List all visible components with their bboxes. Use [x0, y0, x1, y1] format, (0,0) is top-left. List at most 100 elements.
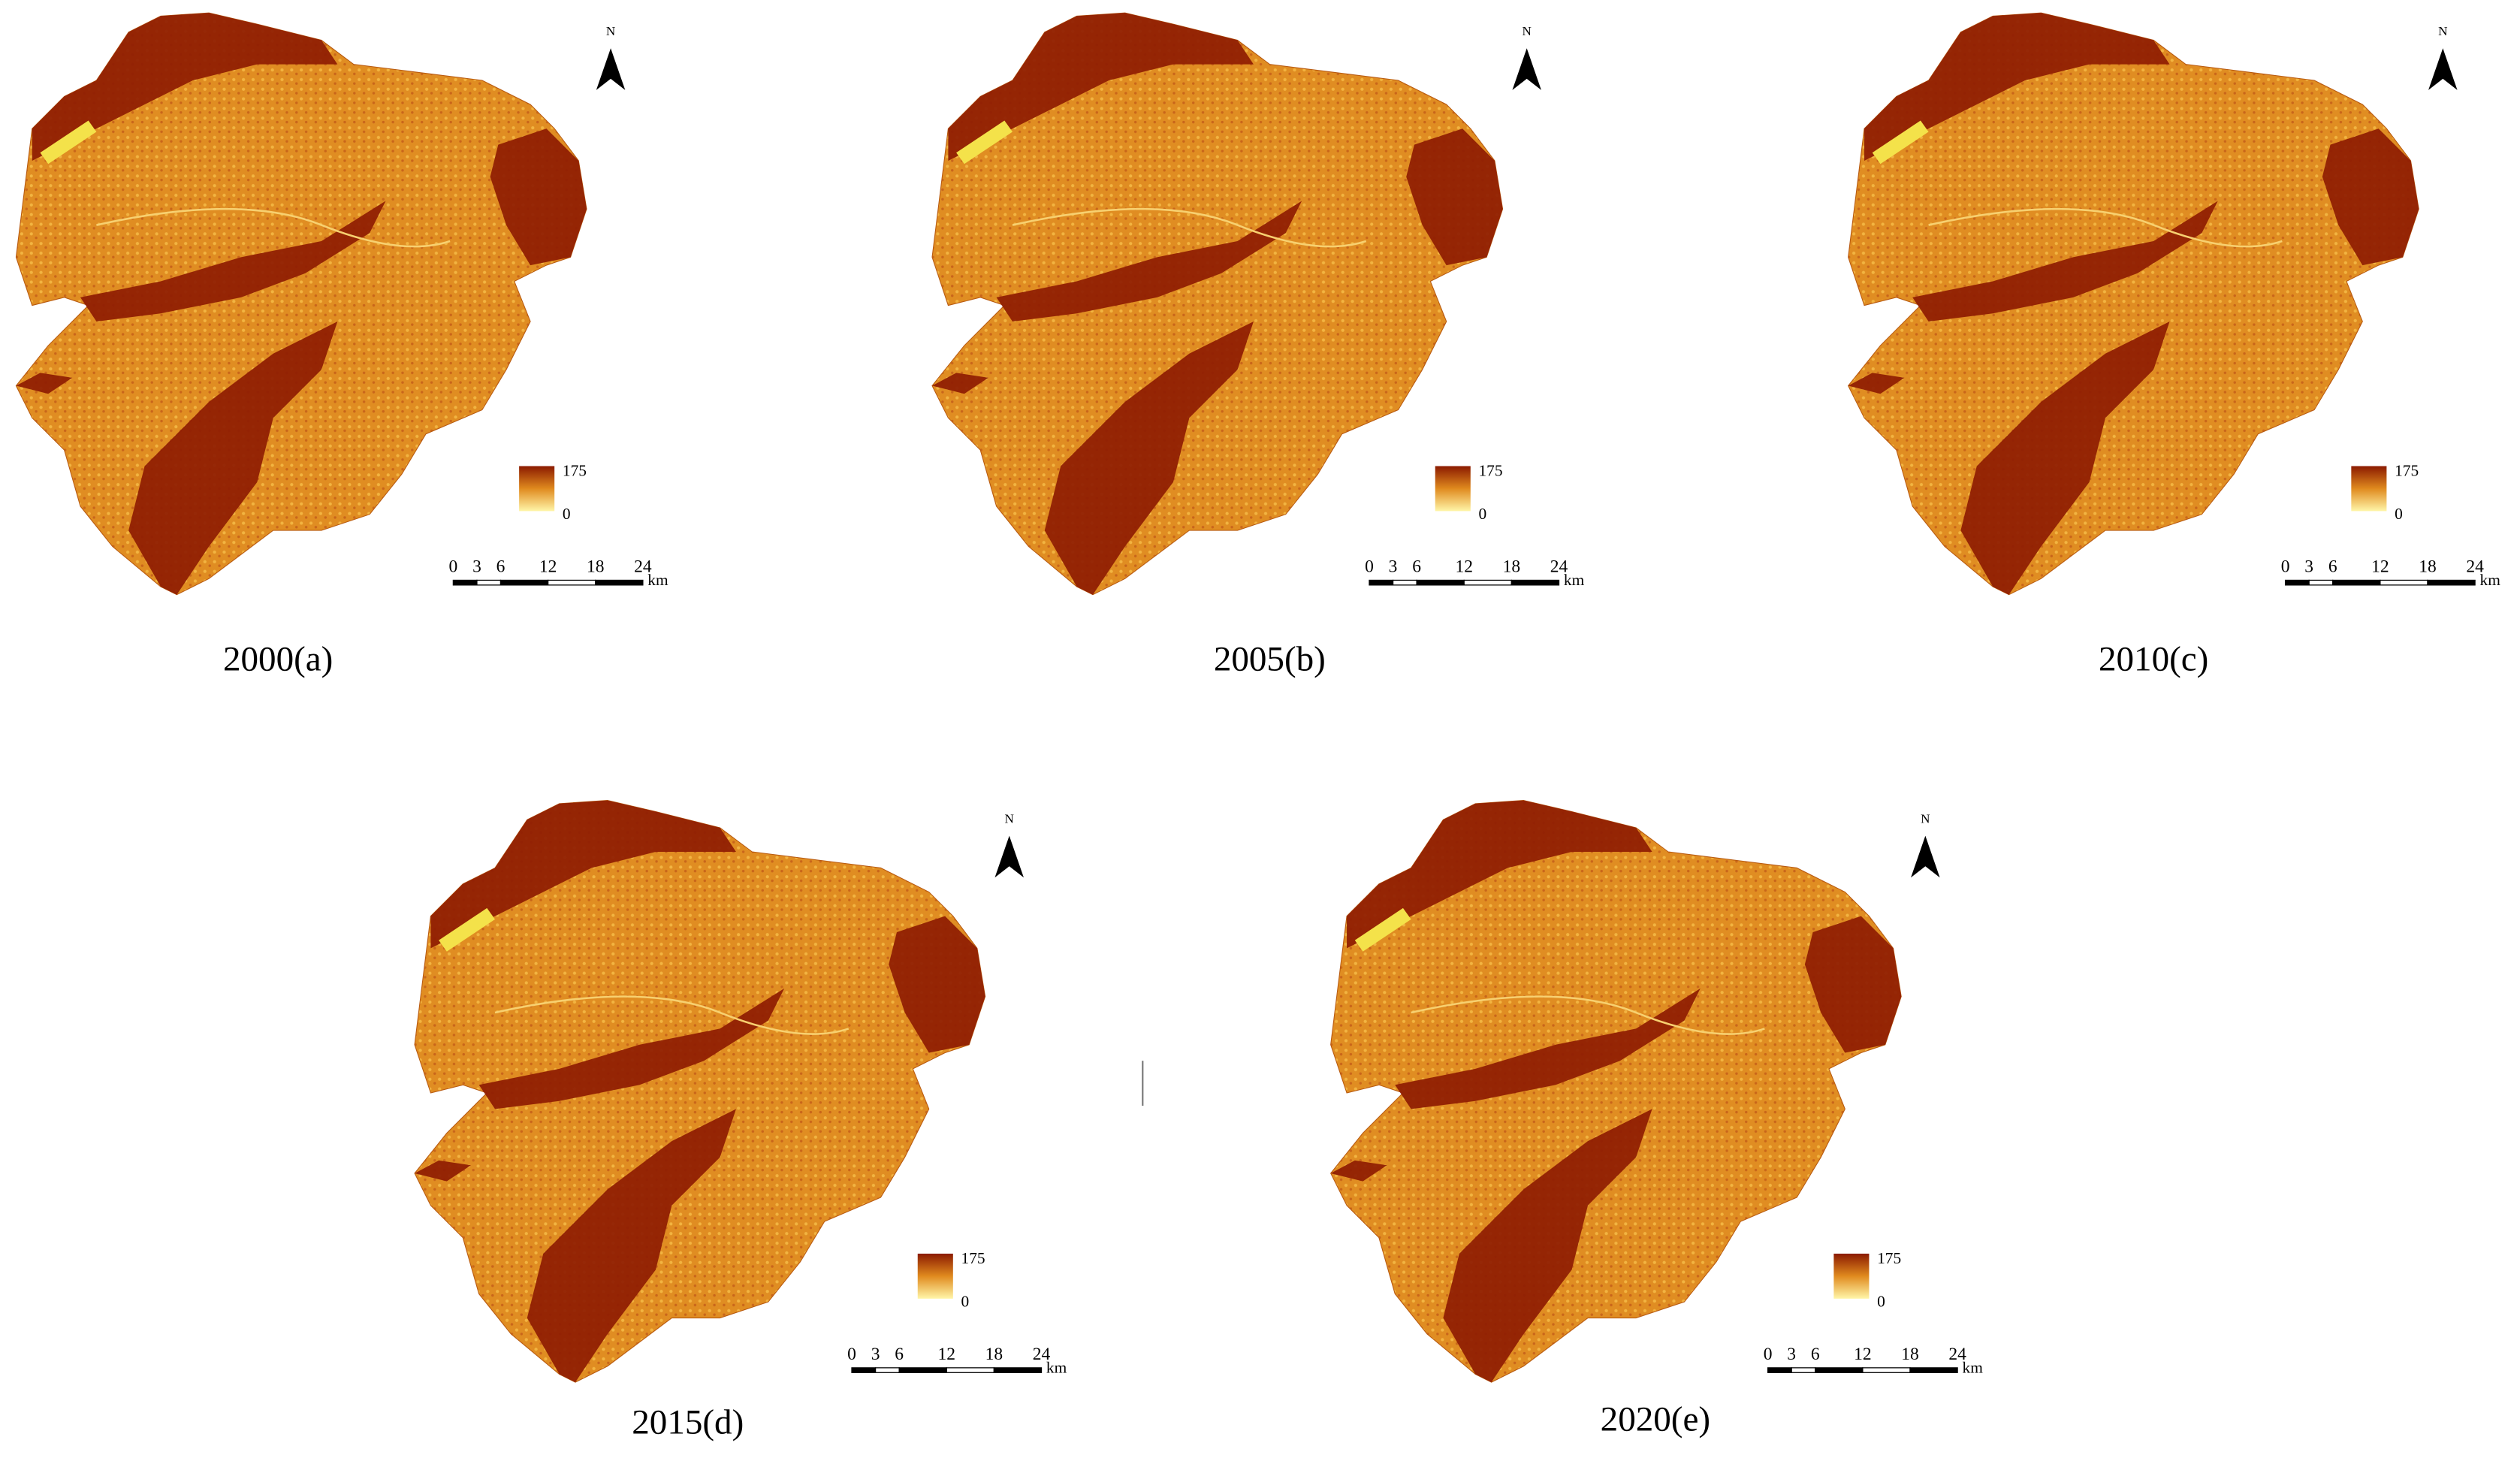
- scale-segment: [1767, 1367, 1792, 1373]
- north-arrow: [596, 48, 626, 90]
- scale-label: 3: [1787, 1345, 1796, 1364]
- high-value-area: [1848, 373, 1905, 394]
- scale-label: 6: [1412, 557, 1421, 577]
- scale-label: 12: [539, 557, 557, 577]
- high-value-area: [2322, 128, 2419, 266]
- north-label: N: [1921, 812, 1930, 826]
- scale-segment: [1510, 579, 1560, 586]
- river: [1012, 207, 1367, 248]
- legend-min: 0: [961, 1293, 970, 1311]
- legend-ramp: [2351, 466, 2387, 512]
- scale-segment: [874, 1367, 900, 1373]
- scale-unit: km: [2480, 571, 2501, 589]
- scale-label: 12: [938, 1345, 956, 1364]
- region-map: [15, 12, 587, 596]
- river: [1928, 207, 2283, 248]
- scale-segment: [851, 1367, 877, 1373]
- north-arrow: [2428, 48, 2458, 90]
- scale-segment: [946, 1367, 995, 1373]
- panel-caption: 2015(d): [632, 1403, 744, 1442]
- scale-segment: [1416, 579, 1465, 586]
- scale-label: 0: [847, 1345, 856, 1364]
- legend-min: 0: [1877, 1293, 1885, 1311]
- scale-segment: [1862, 1367, 1911, 1373]
- legend-min: 0: [563, 505, 571, 523]
- scale-label: 12: [1854, 1345, 1872, 1364]
- scale-label: 24: [2466, 557, 2484, 577]
- scale-label: 24: [634, 557, 652, 577]
- scale-label: 6: [895, 1345, 904, 1364]
- river: [494, 995, 850, 1035]
- river: [1411, 995, 1765, 1035]
- high-value-area: [1443, 1109, 1652, 1383]
- legend-max: 175: [1478, 461, 1502, 479]
- scale-label: 6: [1811, 1345, 1820, 1364]
- scale-segment: [1909, 1367, 1958, 1373]
- scale-segment: [2380, 579, 2428, 586]
- high-value-area: [996, 201, 1302, 321]
- north-arrow: [1911, 835, 1940, 878]
- high-value-area: [1804, 916, 1902, 1053]
- scale-label: 6: [2328, 557, 2337, 577]
- north-arrow: [994, 835, 1024, 878]
- scale-label: 24: [1948, 1345, 1966, 1364]
- high-value-area: [478, 988, 785, 1109]
- scale-label: 3: [1389, 557, 1398, 577]
- high-value-area: [128, 321, 338, 595]
- legend-ramp: [917, 1253, 953, 1299]
- panel-caption: 2020(e): [1601, 1399, 1710, 1438]
- high-value-area: [490, 128, 587, 266]
- scale-label: 0: [1365, 557, 1374, 577]
- scale-unit: km: [647, 571, 668, 589]
- region-map: [931, 12, 1504, 596]
- panel-caption: 2010(c): [2099, 639, 2208, 678]
- high-value-area: [1912, 201, 2218, 321]
- high-value-area: [80, 201, 386, 321]
- scale-label: 18: [2419, 557, 2437, 577]
- high-value-area: [1960, 321, 2170, 595]
- high-value-area: [932, 373, 988, 394]
- high-value-area: [889, 916, 985, 1053]
- scale-label: 0: [1764, 1345, 1773, 1364]
- scale-segment: [547, 579, 596, 586]
- light-area: [1872, 120, 1929, 165]
- high-value-area: [430, 800, 736, 949]
- scale-label: 18: [1901, 1345, 1919, 1364]
- scale-unit: km: [1564, 571, 1585, 589]
- light-area: [1354, 907, 1411, 952]
- scale-label: 18: [1503, 557, 1521, 577]
- high-value-area: [16, 373, 73, 394]
- scale-segment: [898, 1367, 947, 1373]
- scale-segment: [1463, 579, 1512, 586]
- high-value-area: [415, 1160, 471, 1182]
- north-label: N: [2438, 24, 2447, 38]
- scale-unit: km: [1963, 1358, 1984, 1376]
- scale-label: 18: [985, 1345, 1003, 1364]
- legend-max: 175: [563, 461, 587, 479]
- legend-ramp: [1833, 1253, 1870, 1299]
- region-map: [1330, 800, 1902, 1383]
- scale-segment: [476, 579, 502, 586]
- scale-segment: [2427, 579, 2476, 586]
- legend-ramp: [1435, 466, 1471, 512]
- north-label: N: [606, 24, 615, 38]
- legend-max: 175: [1877, 1249, 1901, 1267]
- scale-segment: [499, 579, 549, 586]
- legend-min: 0: [2395, 505, 2403, 523]
- scale-segment: [1369, 579, 1394, 586]
- north-arrow: [1512, 48, 1541, 90]
- panel-caption: 2000(a): [223, 639, 333, 678]
- legend-ramp: [519, 466, 555, 512]
- scale-label: 24: [1033, 1345, 1051, 1364]
- high-value-area: [1330, 1160, 1387, 1182]
- scale-segment: [2308, 579, 2334, 586]
- high-value-area: [1406, 128, 1503, 266]
- light-area: [439, 907, 496, 952]
- north-label: N: [1523, 24, 1532, 38]
- high-value-area: [948, 13, 1254, 161]
- region-map: [414, 800, 986, 1383]
